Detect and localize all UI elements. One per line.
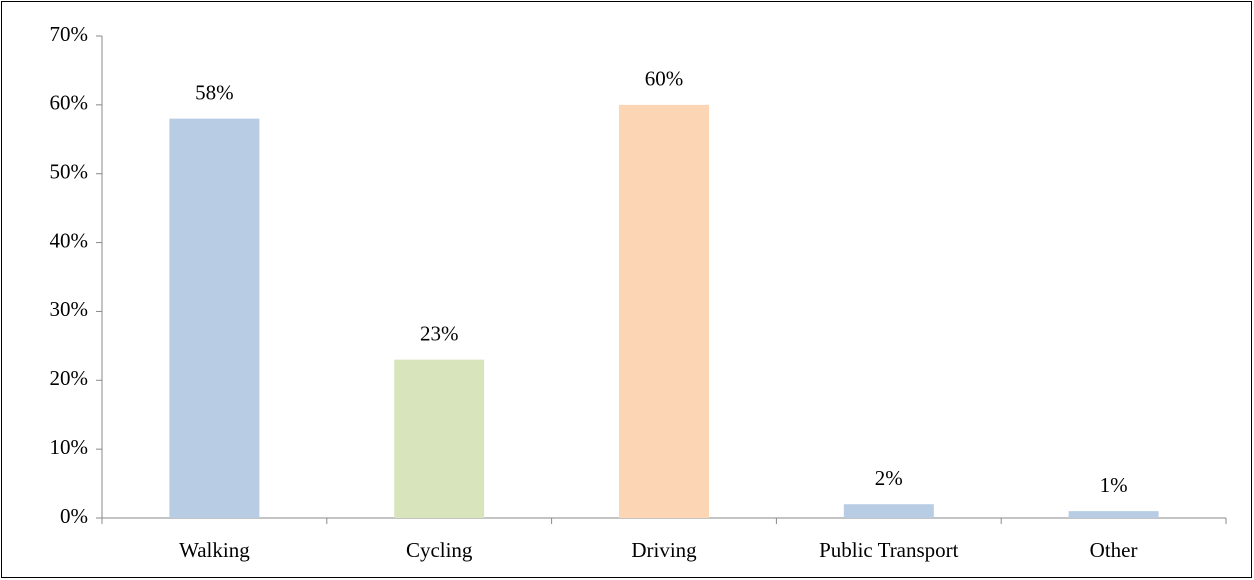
data-label: 2% (875, 466, 903, 490)
x-tick-label: Other (1090, 538, 1138, 562)
y-tick-label: 0% (60, 504, 88, 528)
bar (843, 504, 934, 518)
data-label: 58% (195, 80, 234, 104)
bar (169, 118, 260, 518)
y-tick-label: 40% (50, 228, 89, 252)
y-tick-label: 10% (50, 435, 89, 459)
y-tick-label: 60% (50, 91, 89, 115)
x-tick-label: Cycling (406, 538, 473, 562)
bar (1068, 511, 1159, 518)
x-tick-label: Walking (179, 538, 250, 562)
data-label: 1% (1100, 473, 1128, 497)
y-tick-label: 50% (50, 160, 89, 184)
data-label: 60% (645, 67, 684, 91)
data-label: 23% (420, 321, 459, 345)
y-tick-label: 70% (50, 22, 89, 46)
y-tick-label: 30% (50, 297, 89, 321)
bar (619, 104, 709, 518)
x-tick-label: Public Transport (819, 538, 959, 562)
bar (394, 359, 485, 518)
y-tick-label: 20% (50, 366, 89, 390)
x-tick-label: Driving (631, 538, 697, 562)
